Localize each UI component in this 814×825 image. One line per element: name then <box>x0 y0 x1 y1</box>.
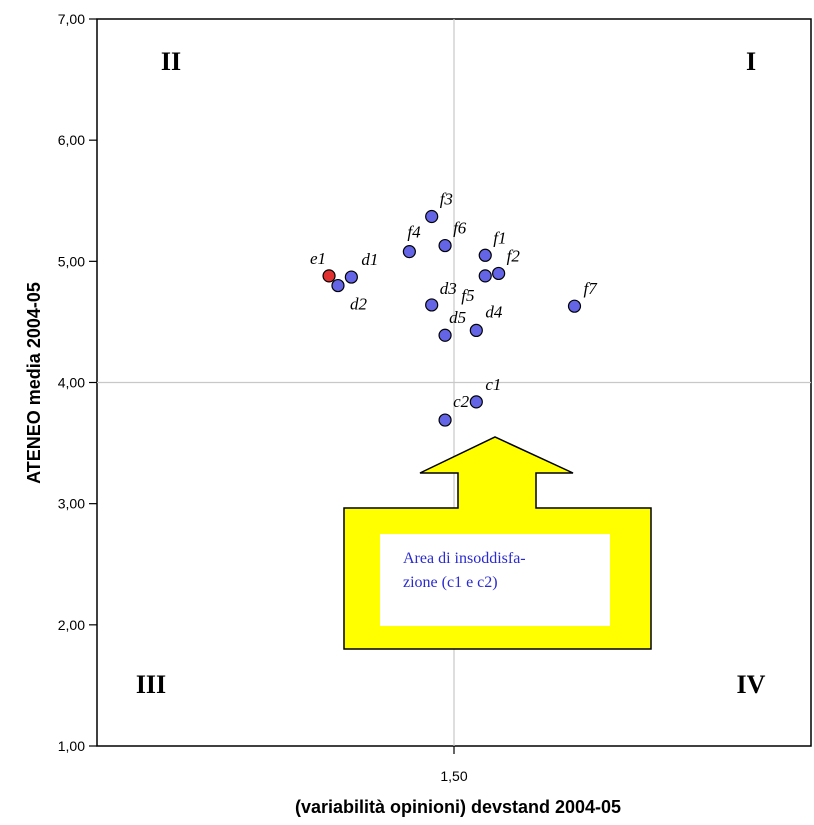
y-tick-label: 2,00 <box>58 617 85 633</box>
point-label-c1: c1 <box>485 375 501 394</box>
y-tick-label: 6,00 <box>58 132 85 148</box>
point-d3 <box>425 298 439 312</box>
point-label-f3: f3 <box>440 190 453 209</box>
point-label-d2: d2 <box>350 295 368 314</box>
x-axis-ticks: 1,50 <box>440 746 468 784</box>
callout-text-line-1: Area di insoddisfa- <box>403 550 526 567</box>
y-tick-label: 3,00 <box>58 496 85 512</box>
point-f7 <box>567 299 582 313</box>
point-c2 <box>438 413 452 427</box>
point-label-d3: d3 <box>440 279 457 298</box>
quadrant-label-iv: IV <box>737 670 766 699</box>
point-f1 <box>478 248 492 262</box>
y-tick-label: 1,00 <box>58 738 85 754</box>
quadrant-label-i: I <box>746 47 756 76</box>
point-label-d1: d1 <box>361 250 378 269</box>
y-axis-ticks: 1,00 2,00 3,00 4,00 5,00 6,00 7,00 <box>58 11 97 754</box>
x-axis-title: (variabilità opinioni) devstand 2004-05 <box>295 797 621 817</box>
y-tick-label: 7,00 <box>58 11 85 27</box>
quadrant-label-iii: III <box>136 670 166 699</box>
point-f6 <box>438 238 452 253</box>
quadrant-label-ii: II <box>161 47 181 76</box>
point-f4 <box>402 245 416 259</box>
callout-text-line-2: zione (c1 e c2) <box>403 574 498 591</box>
callout-arrow: Area di insoddisfa- zione (c1 e c2) <box>343 436 652 650</box>
x-tick-label: 1,50 <box>440 768 467 784</box>
point-label-d5: d5 <box>449 308 466 327</box>
point-label-f5: f5 <box>461 286 474 305</box>
callout-text-box <box>380 534 610 626</box>
point-d2 <box>331 278 345 293</box>
point-d5 <box>438 328 452 342</box>
point-f2 <box>492 266 506 281</box>
y-axis-title: ATENEO media 2004-05 <box>24 282 44 484</box>
point-e1 <box>322 269 336 283</box>
point-label-f4: f4 <box>407 223 421 242</box>
point-label-e1: e1 <box>310 249 326 268</box>
point-c1 <box>469 395 483 409</box>
point-d1 <box>344 270 358 284</box>
y-tick-label: 4,00 <box>58 375 85 391</box>
point-label-c2: c2 <box>453 392 470 411</box>
point-f3 <box>425 209 439 224</box>
point-label-f1: f1 <box>493 228 506 247</box>
point-d4 <box>469 323 483 337</box>
point-label-d4: d4 <box>485 302 503 321</box>
point-label-f7: f7 <box>583 279 598 298</box>
point-f5 <box>478 269 492 283</box>
point-label-f2: f2 <box>507 246 521 265</box>
point-label-f6: f6 <box>453 219 467 238</box>
y-tick-label: 5,00 <box>58 253 85 269</box>
